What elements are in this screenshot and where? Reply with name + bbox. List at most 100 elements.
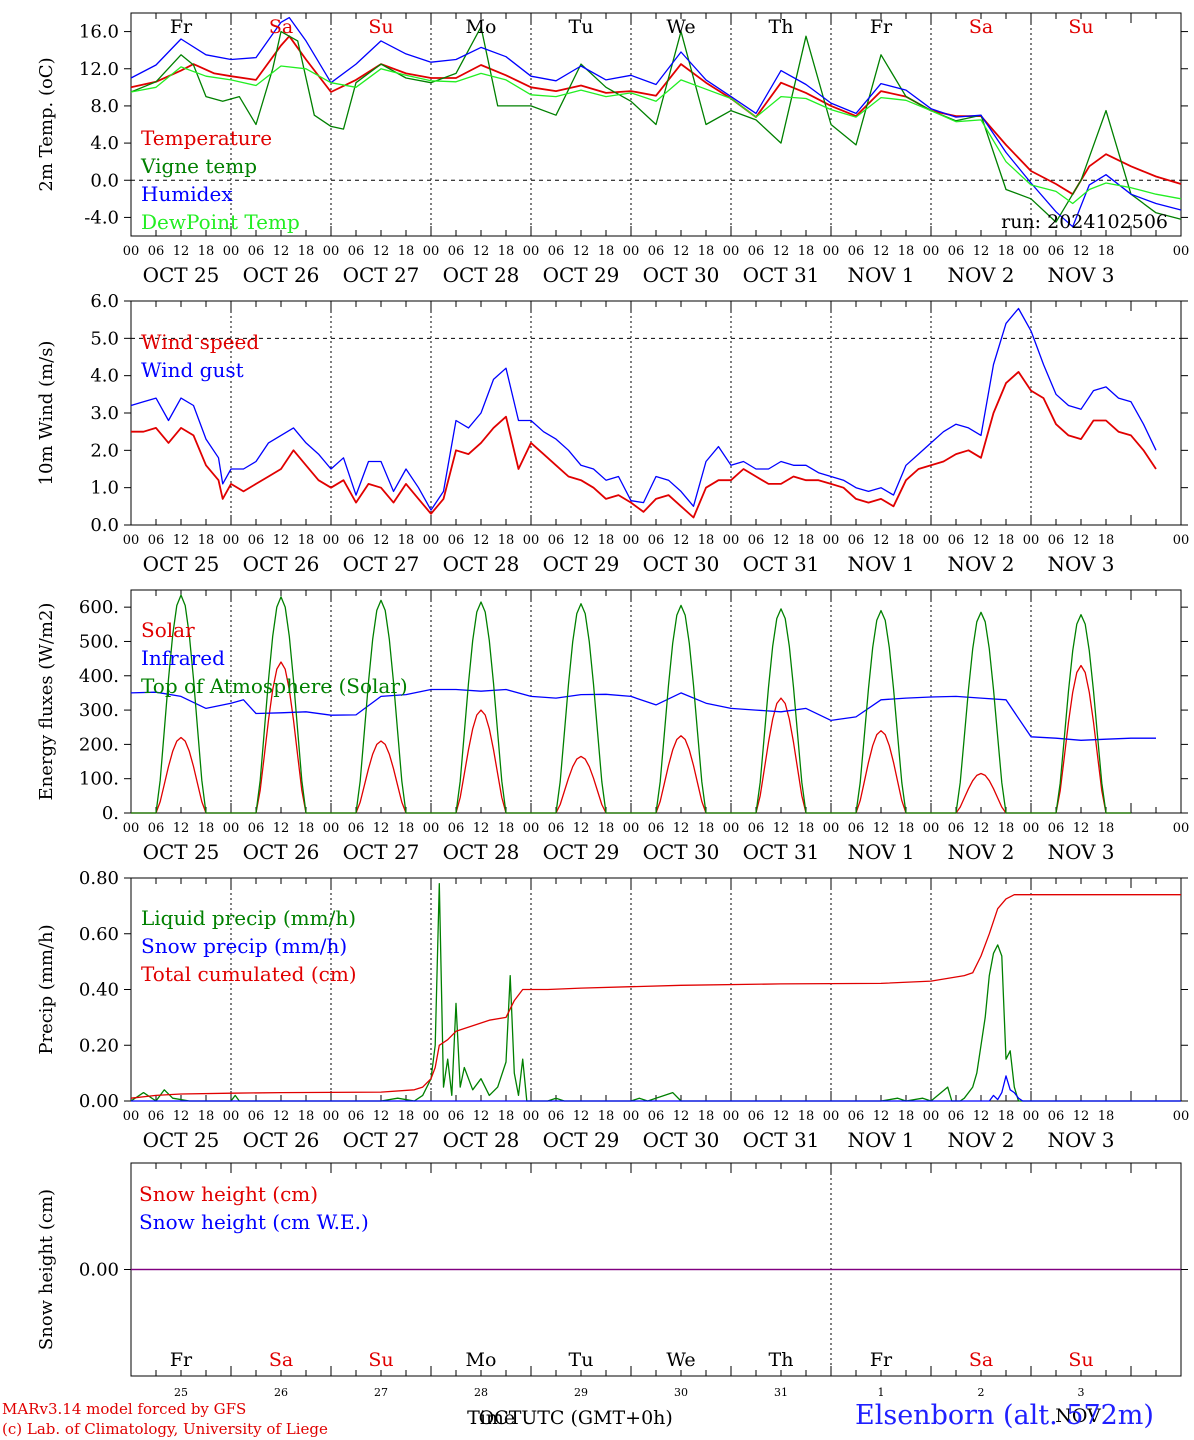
energy-ytick-label: 0. [102,803,119,824]
energy-series-line [130,688,1156,741]
wind-date-label: OCT 26 [243,552,320,576]
temperature-hour-label: 00 [723,244,740,259]
temperature-series-line [130,16,1182,228]
day-number-label: 25 [174,1386,188,1399]
temperature-hour-label: 18 [598,244,615,259]
wind-hour-label: 12 [873,533,890,548]
energy-hour-label: 18 [998,821,1015,836]
energy-hour-label: 18 [1098,821,1115,836]
energy-hour-label: 00 [323,821,340,836]
wind-hour-label: 00 [423,533,440,548]
temperature-hour-label: 06 [548,244,565,259]
temperature-hour-label: 06 [948,244,965,259]
wind-ytick-label: 3.0 [90,403,119,424]
precip-hour-label: 18 [698,1109,715,1124]
energy-date-label: OCT 27 [343,840,420,864]
weekday-label-top: Su [368,16,393,38]
wind-hour-label: 12 [673,533,690,548]
energy-hour-label: 18 [398,821,415,836]
temperature-hour-label: 06 [1048,244,1065,259]
temperature-hour-label: 12 [973,244,990,259]
temperature-hour-label: 18 [398,244,415,259]
energy-hour-label: 00 [823,821,840,836]
precip-hour-label: 00 [123,1109,140,1124]
energy-series-line [131,594,1131,814]
day-number-label: 29 [574,1386,588,1399]
wind-hour-label: 12 [773,533,790,548]
precip-hour-label: 06 [448,1109,465,1124]
precip-hour-label: 12 [773,1109,790,1124]
energy-legend-entry: Solar [141,618,195,642]
energy-hour-label: 18 [798,821,815,836]
weekday-label-top: Tu [569,16,594,38]
wind-hour-label: 06 [248,533,265,548]
energy-date-label: NOV 1 [847,840,914,864]
wind-hour-label: 00 [823,533,840,548]
wind-hour-label: 18 [598,533,615,548]
temperature-hour-label: 00 [1173,244,1190,259]
temperature-hour-label: 12 [373,244,390,259]
day-number-label: 28 [474,1386,488,1399]
wind-hour-label: 18 [898,533,915,548]
day-number-label: 31 [774,1386,788,1399]
energy-hour-label: 18 [598,821,615,836]
precip-ytick-label: 0.00 [79,1091,119,1112]
energy-hour-label: 06 [148,821,165,836]
temperature-hour-label: 00 [623,244,640,259]
energy-legend-entry: Top of Atmosphere (Solar) [141,674,408,698]
weekday-label-top: Fr [870,16,893,38]
wind-hour-label: 18 [298,533,315,548]
snow-legend-entry: Snow height (cm W.E.) [139,1210,369,1234]
temperature-hour-label: 12 [273,244,290,259]
wind-hour-label: 18 [798,533,815,548]
energy-date-label: OCT 29 [543,840,620,864]
weekday-label-bottom: Su [368,1349,393,1371]
precip-hour-label: 00 [423,1109,440,1124]
wind-ytick-label: 0.0 [90,515,119,536]
weekday-label-top: Sa [969,16,993,38]
precip-ylabel: Precip (mm/h) [36,924,57,1054]
wind-hour-label: 12 [473,533,490,548]
wind-hour-label: 06 [148,533,165,548]
temperature-ytick-label: -4.0 [84,207,119,228]
energy-hour-label: 12 [673,821,690,836]
wind-hour-label: 12 [273,533,290,548]
temperature-ytick-label: 16.0 [79,22,119,43]
energy-hour-label: 00 [923,821,940,836]
energy-frame [130,589,1182,814]
credit-lab: (c) Lab. of Climatology, University of L… [2,1420,328,1438]
weekday-label-top: Mo [466,16,497,38]
temperature-date-label: OCT 27 [343,263,420,287]
weekday-label-bottom: Tu [569,1349,594,1371]
wind-date-label: NOV 3 [1047,552,1114,576]
wind-hour-label: 00 [923,533,940,548]
precip-date-label: OCT 28 [443,1128,520,1152]
energy-ylabel: Energy fluxes (W/m2) [36,603,57,801]
precip-hour-label: 00 [723,1109,740,1124]
temperature-hour-label: 06 [148,244,165,259]
weekday-label-bottom: Fr [170,1349,193,1371]
energy-hour-label: 06 [348,821,365,836]
temperature-hour-label: 06 [648,244,665,259]
wind-date-label: NOV 1 [847,552,914,576]
energy-hour-label: 00 [723,821,740,836]
weekday-label-bottom: Th [769,1349,794,1371]
temperature-series-line [130,35,1182,196]
weekday-label-bottom: Fr [870,1349,893,1371]
precip-hour-label: 18 [998,1109,1015,1124]
precip-ytick-label: 0.40 [79,980,119,1001]
weekday-label-top: Sa [269,16,293,38]
energy-hour-label: 06 [648,821,665,836]
day-number-label: 1 [878,1386,885,1399]
day-number-label: 30 [674,1386,688,1399]
weekday-label-bottom: Sa [969,1349,993,1371]
day-number-label: 2 [978,1386,985,1399]
temperature-hour-label: 18 [998,244,1015,259]
energy-hour-label: 00 [123,821,140,836]
x-axis-month-nov: NOV [1055,1405,1101,1427]
precip-series-line [131,1075,1181,1102]
energy-hour-label: 00 [1023,821,1040,836]
temperature-hour-label: 18 [898,244,915,259]
weekday-label-top: Su [1068,16,1093,38]
